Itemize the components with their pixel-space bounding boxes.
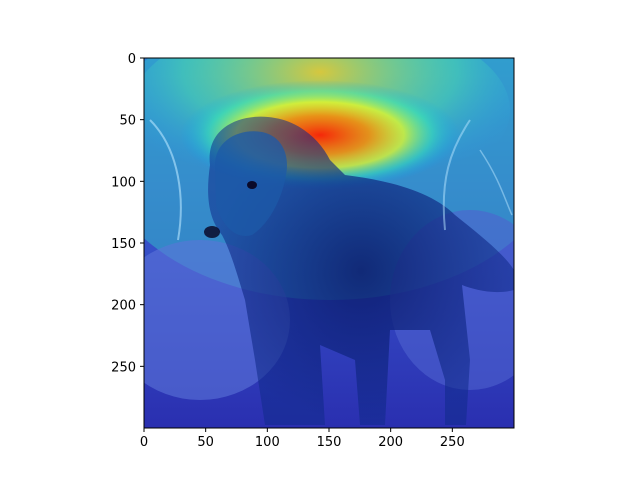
- x-tick-label: 50: [197, 435, 214, 450]
- x-axis: 0 50 100 150 200 250: [140, 428, 465, 450]
- x-tick-label: 200: [378, 435, 403, 450]
- x-tick-label: 0: [140, 435, 148, 450]
- y-tick-label: 50: [119, 114, 136, 129]
- x-tick-label: 150: [317, 435, 342, 450]
- y-tick-label: 150: [111, 237, 136, 252]
- dog-silhouette: [204, 116, 514, 425]
- y-tick-label: 200: [111, 299, 136, 314]
- heatmap-image: [144, 58, 514, 428]
- y-axis: 0 50 100 150 200 250: [111, 52, 144, 375]
- x-tick-label: 100: [255, 435, 280, 450]
- x-tick-label: 250: [440, 435, 465, 450]
- y-tick-label: 0: [128, 52, 136, 67]
- y-tick-label: 100: [111, 175, 136, 190]
- y-tick-label: 250: [111, 360, 136, 375]
